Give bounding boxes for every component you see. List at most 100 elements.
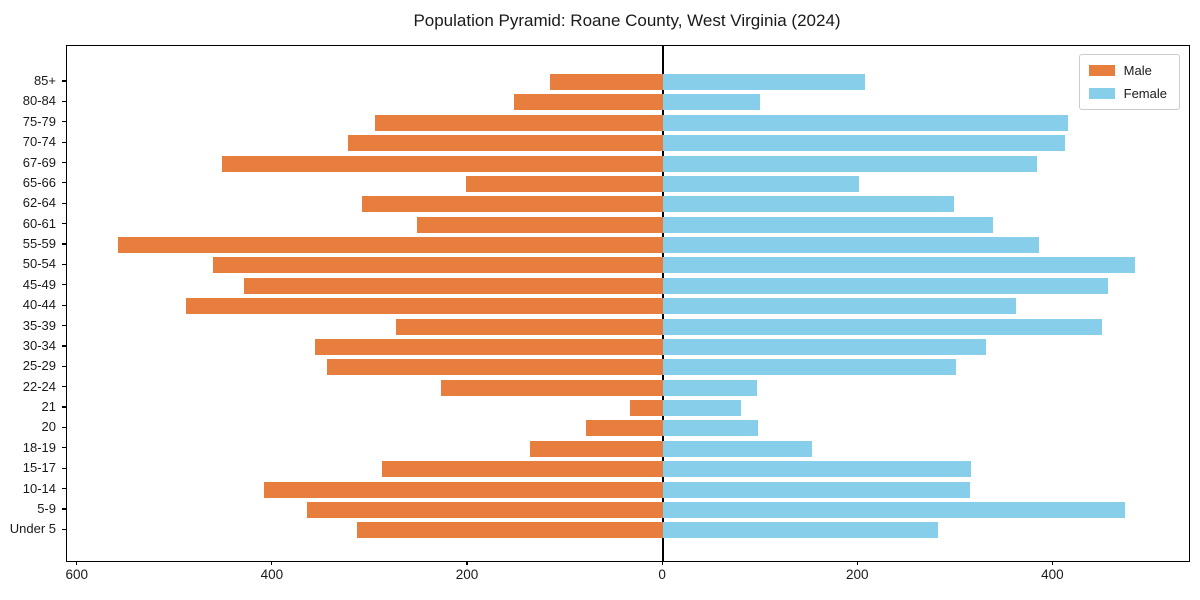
male-bar-10-14 xyxy=(264,481,664,498)
male-bar-62-64 xyxy=(361,196,664,213)
y-tick-mark-5-9 xyxy=(62,508,66,510)
male-bar-60-61 xyxy=(417,216,664,233)
y-tick-mark-75-79 xyxy=(62,121,66,123)
y-tick-label-10-14: 10-14 xyxy=(22,480,56,496)
legend-female-swatch xyxy=(1088,88,1115,99)
y-tick-label-30-34: 30-34 xyxy=(22,337,56,353)
y-tick-label-62-64: 62-64 xyxy=(22,195,56,211)
y-tick-mark-18-19 xyxy=(62,447,66,449)
male-bar-45-49 xyxy=(243,277,664,294)
female-bar-40-44 xyxy=(663,298,1017,315)
y-tick-label-70-74: 70-74 xyxy=(22,134,56,150)
male-bar-30-34 xyxy=(314,338,664,355)
male-bar-18-19 xyxy=(530,440,664,457)
x-tick-label-0-3: 0 xyxy=(658,567,666,582)
female-bar-18-19 xyxy=(663,440,813,457)
plot-area: Male Female xyxy=(66,45,1190,562)
male-bar-80-84 xyxy=(513,94,664,111)
y-tick-mark-80-84 xyxy=(62,100,66,102)
y-tick-mark-21 xyxy=(62,406,66,408)
x-tick-label-200-4: 200 xyxy=(845,567,869,582)
y-tick-mark-10-14 xyxy=(62,488,66,490)
y-tick-mark-70-74 xyxy=(62,141,66,143)
chart-title: Population Pyramid: Roane County, West V… xyxy=(413,11,841,30)
female-bar-50-54 xyxy=(663,257,1136,274)
y-tick-label-25-29: 25-29 xyxy=(22,358,56,374)
female-bar-80-84 xyxy=(663,94,760,111)
y-tick-mark-85+ xyxy=(62,80,66,82)
male-bar-15-17 xyxy=(382,461,664,478)
male-bar-21 xyxy=(629,400,664,417)
x-tick-mark-200-4 xyxy=(856,561,858,565)
y-tick-mark-35-39 xyxy=(62,324,66,327)
x-tick-label-600-0: 600 xyxy=(65,567,88,582)
y-tick-mark-55-59 xyxy=(62,243,66,245)
female-bar-85+ xyxy=(663,74,866,90)
y-tick-mark-62-64 xyxy=(62,202,66,204)
male-bar-20 xyxy=(586,420,664,437)
female-bar-70-74 xyxy=(663,135,1066,152)
legend-entry-female: Female xyxy=(1088,86,1167,101)
x-tick-mark-0-3 xyxy=(661,561,663,565)
y-tick-label-65-66: 65-66 xyxy=(22,174,56,190)
legend-entry-male: Male xyxy=(1088,63,1167,78)
legend-female-label: Female xyxy=(1123,86,1167,101)
legend-male-swatch xyxy=(1088,65,1115,76)
male-bar-55-59 xyxy=(117,237,664,254)
y-tick-mark-22-24 xyxy=(62,386,66,388)
female-bar-62-64 xyxy=(663,196,954,213)
y-tick-label-67-69: 67-69 xyxy=(22,154,56,170)
male-bar-22-24 xyxy=(440,379,664,396)
y-tick-label-35-39: 35-39 xyxy=(22,317,56,333)
male-bar-75-79 xyxy=(375,114,664,131)
male-bar-50-54 xyxy=(213,257,664,274)
female-bar-67-69 xyxy=(663,155,1037,172)
legend: Male Female xyxy=(1078,54,1180,110)
y-tick-label-15-17: 15-17 xyxy=(22,460,56,476)
y-tick-label-21: 21 xyxy=(41,399,56,415)
x-tick-mark-400-1 xyxy=(271,561,273,565)
female-bar-45-49 xyxy=(663,277,1108,294)
y-tick-mark-15-17 xyxy=(62,467,66,469)
x-tick-mark-200-2 xyxy=(466,561,468,565)
female-bar-75-79 xyxy=(663,114,1068,131)
y-tick-label-5-9: 5-9 xyxy=(37,500,56,516)
female-bar-65-66 xyxy=(663,175,860,192)
male-bar-70-74 xyxy=(347,135,664,152)
y-tick-label-60-61: 60-61 xyxy=(22,215,56,231)
y-tick-label-75-79: 75-79 xyxy=(22,113,56,129)
male-bar-40-44 xyxy=(186,298,664,315)
x-tick-mark-400-5 xyxy=(1051,561,1053,565)
female-bar-10-14 xyxy=(663,481,971,498)
female-bar-5-9 xyxy=(663,501,1125,518)
male-bar-25-29 xyxy=(326,359,664,376)
y-tick-label-85+: 85+ xyxy=(33,73,56,88)
female-bar-Under 5 xyxy=(663,522,939,539)
x-tick-label-200-2: 200 xyxy=(455,567,479,582)
y-tick-label-45-49: 45-49 xyxy=(22,276,56,292)
female-bar-20 xyxy=(663,420,758,437)
female-bar-15-17 xyxy=(663,461,972,478)
male-bar-67-69 xyxy=(222,155,664,172)
y-tick-label-22-24: 22-24 xyxy=(22,378,56,394)
y-tick-mark-50-54 xyxy=(62,263,66,265)
female-bar-55-59 xyxy=(663,237,1039,254)
y-tick-mark-25-29 xyxy=(62,365,66,367)
y-tick-mark-40-44 xyxy=(62,304,66,306)
y-tick-mark-30-34 xyxy=(62,345,66,347)
x-tick-label-400-1: 400 xyxy=(260,567,284,582)
male-bar-Under 5 xyxy=(356,522,664,539)
y-tick-mark-67-69 xyxy=(62,161,66,164)
x-tick-mark-600-0 xyxy=(76,561,78,565)
legend-male-label: Male xyxy=(1123,63,1152,78)
y-tick-label-40-44: 40-44 xyxy=(22,297,56,313)
female-bar-21 xyxy=(663,400,742,417)
y-tick-label-18-19: 18-19 xyxy=(22,439,56,455)
male-bar-65-66 xyxy=(466,175,664,192)
x-tick-label-400-5: 400 xyxy=(1041,567,1064,582)
y-tick-mark-60-61 xyxy=(62,223,66,225)
y-tick-label-80-84: 80-84 xyxy=(22,93,56,109)
y-tick-mark-Under 5 xyxy=(62,528,66,530)
y-tick-label-55-59: 55-59 xyxy=(22,236,56,252)
